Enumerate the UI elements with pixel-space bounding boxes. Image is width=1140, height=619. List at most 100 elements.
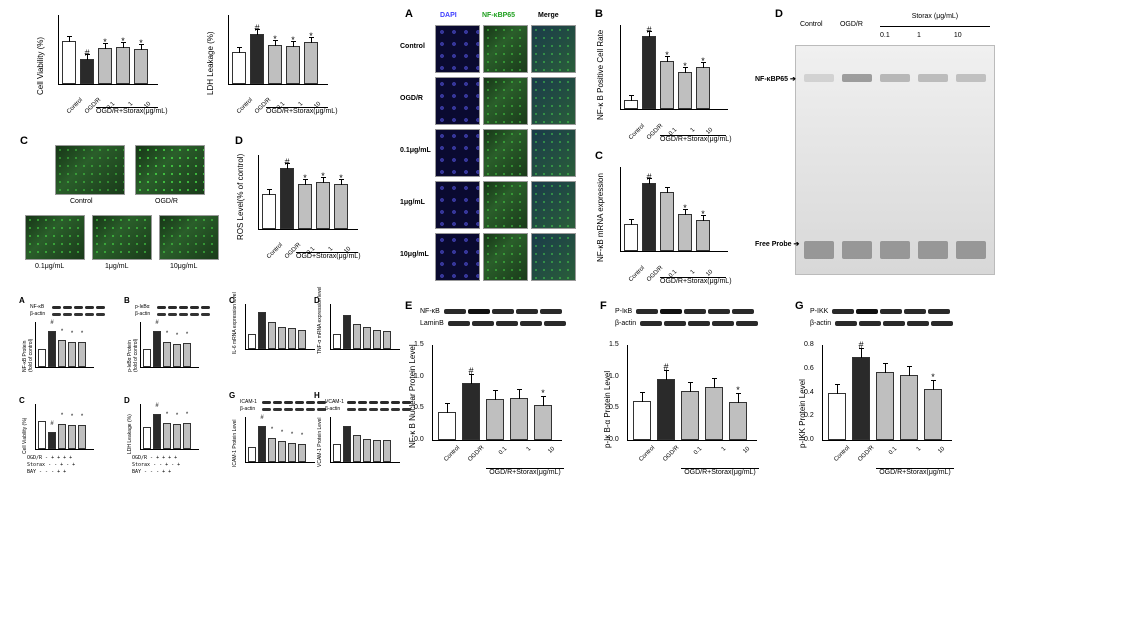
bar (900, 375, 918, 440)
chart-ldh: LDH Leakage (%) #*** ControlOGD/R0.1110 … (210, 10, 340, 105)
ylabel: Cell Viability (%) (22, 418, 28, 454)
blot-row: P-IκB (615, 308, 754, 315)
bars (248, 304, 306, 349)
xgroup-label: OGD/R+Storax(μg/mL) (876, 468, 954, 476)
design-row: Storax - - + - + (132, 462, 180, 468)
ytick: 1.0 (609, 373, 619, 380)
cap-01: 0.1μg/mL (35, 263, 64, 270)
ylabel: NF-κ B Positive Cell Rate (596, 30, 605, 120)
if-cell (531, 25, 576, 73)
gel-band-top (842, 74, 872, 82)
bar (353, 435, 361, 462)
panel-label: G (229, 391, 235, 400)
bar: # (48, 331, 56, 367)
bar: * (173, 424, 181, 449)
bar: * (78, 342, 86, 367)
ytick: 1.5 (414, 341, 424, 348)
bar (633, 401, 651, 440)
xgroup-label: OGD/R+Storax(μg/mL) (660, 135, 726, 143)
bar (278, 327, 286, 350)
bar: * (68, 425, 76, 449)
bar: * (173, 344, 181, 367)
bar (681, 391, 699, 440)
bar: * (116, 47, 130, 84)
ylabel: NF-κ B Nuclear Protein Level (408, 344, 417, 448)
ylabel: ROS Level(% of control) (236, 154, 245, 240)
gel-band-free (956, 241, 986, 259)
bar (353, 324, 361, 350)
bar: # (80, 59, 94, 84)
xlabels: ControlOGD/R0.1110 (438, 446, 552, 452)
gel-band-free (842, 241, 872, 259)
bar: * (678, 214, 692, 251)
bar (143, 349, 151, 367)
if-cell (483, 181, 528, 229)
panel-label: A (19, 296, 25, 305)
bar (343, 426, 351, 462)
ytick: 0.6 (804, 365, 814, 372)
micro-01 (25, 215, 85, 260)
ylabel: VCAM-1 Protein Level (317, 418, 323, 467)
if-cell (435, 25, 480, 73)
design-row: BAY - - - + + (27, 469, 66, 475)
gel-col-2: 0.1 (880, 32, 915, 39)
if-cell (435, 77, 480, 125)
bar: # (657, 379, 675, 440)
bars: #* (633, 345, 747, 440)
bar (624, 100, 638, 109)
ylabel: LDH Leakage (%) (206, 31, 215, 95)
ytick: 0.2 (804, 412, 814, 419)
if-cell (435, 181, 480, 229)
bar (298, 330, 306, 350)
bar (262, 194, 276, 229)
bar (343, 315, 351, 350)
bar (333, 334, 341, 349)
gel-col-1: OGD/R (840, 21, 878, 28)
panel-label: E (405, 300, 412, 312)
blot-row: p-IκBα (135, 304, 210, 310)
bar: * (183, 343, 191, 367)
emsa-gel (795, 45, 995, 275)
ylabel: NF-κB Protein (fold of control) (22, 339, 34, 372)
ylabel: ICAM-1 Protein Level (232, 419, 238, 467)
bar: * (163, 342, 171, 367)
bar (660, 192, 674, 251)
gel-band-free (804, 241, 834, 259)
ylabel: TNF-α mRNA expression level (317, 287, 323, 354)
panel-label-a-if: A (405, 8, 413, 20)
bar: * (924, 389, 942, 440)
bar (438, 412, 456, 441)
micro-ogdr (135, 145, 205, 195)
blot-row: NF-κB (30, 304, 105, 310)
ytick: 1.0 (414, 373, 424, 380)
ytick: 1.5 (609, 341, 619, 348)
blot-row: β-actin (30, 311, 105, 317)
if-cell (531, 233, 576, 281)
xlabels: ControlOGD/R0.1110 (633, 446, 747, 452)
panel-label-c: C (20, 135, 28, 147)
bar (876, 372, 894, 440)
xlabels: ControlOGD/R0.1110 (828, 446, 942, 452)
if-cell (483, 129, 528, 177)
panel-label-b-if: B (595, 8, 603, 20)
bar (62, 41, 76, 84)
bar (383, 331, 391, 349)
gel-band-top (804, 74, 834, 82)
bar: * (316, 182, 330, 229)
blot-row: β-actin (240, 406, 326, 412)
gel-band-free (918, 241, 948, 259)
design-row: Storax - - + - + (27, 462, 75, 468)
bar: # (852, 357, 870, 440)
bar: # (250, 34, 264, 84)
gel-label-nfkb: NF-κBP65 ➔ (755, 75, 796, 83)
ytick: 0.0 (804, 436, 814, 443)
if-row-label: 0.1μg/mL (400, 147, 431, 154)
blot-row: β-actin (135, 311, 210, 317)
if-cell (435, 233, 480, 281)
design-row: BAY - - - + + (132, 469, 171, 475)
if-row-label: 10μg/mL (400, 251, 429, 258)
gel-sub-header: 0.1 1 10 (880, 32, 989, 39)
panel-label: G (795, 300, 804, 312)
panel-label-d: D (235, 135, 243, 147)
bar: # (462, 383, 480, 440)
